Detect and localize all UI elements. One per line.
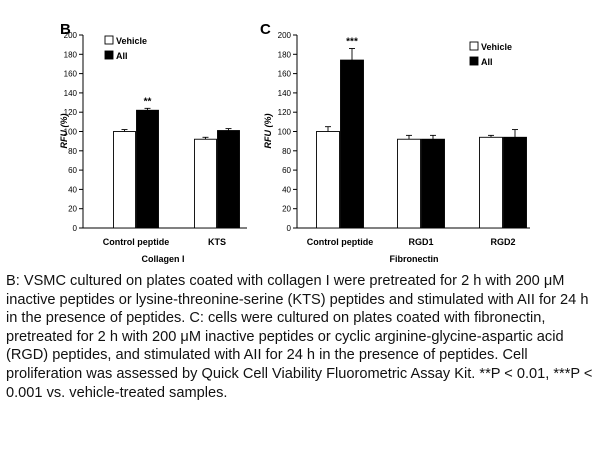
panel-b-category-label-0: Control peptide: [103, 237, 170, 247]
panel-c-category-label-0: Control peptide: [307, 237, 374, 247]
panel-b-y-tick-label: 140: [64, 89, 78, 98]
panel-b-y-tick-label: 0: [73, 224, 78, 233]
panel-c-significance-label: ***: [346, 37, 358, 48]
panel-b-y-tick-label: 180: [64, 50, 78, 59]
panel-c-y-tick-label: 0: [287, 224, 292, 233]
panel-b-legend-swatch-aii: [104, 50, 114, 60]
panel-c-bar-vehicle-1: [397, 138, 421, 229]
panel-b-y-tick-label: 40: [68, 185, 77, 194]
panel-b-y-tick-label: 120: [64, 108, 78, 117]
panel-c-y-tick-label: 160: [278, 70, 292, 79]
panel-c-legend-swatch-aii: [469, 56, 479, 66]
figure-caption: B: VSMC cultured on plates coated with c…: [6, 273, 593, 401]
panel-b-y-axis-label: RFU (%): [59, 114, 69, 149]
panel-c-bar-aii-2: [503, 136, 527, 229]
panel-c-label: C: [260, 21, 271, 38]
panel-b-y-tick-label: 80: [68, 147, 77, 156]
panel-b-label: B: [60, 21, 71, 38]
panel-c-y-tick-label: 140: [278, 89, 292, 98]
panel-c-y-tick-label: 20: [282, 205, 291, 214]
panel-b-bar-vehicle-1: [194, 138, 217, 229]
panel-b-y-tick-label: 20: [68, 205, 77, 214]
panel-b-legend-label-vehicle: Vehicle: [116, 36, 147, 46]
panel-b-bar-vehicle-0: [113, 131, 136, 229]
panel-c-y-tick-label: 100: [278, 128, 292, 137]
panel-c-bar-vehicle-0: [316, 131, 340, 229]
panel-b-significance-label: **: [144, 96, 152, 107]
panel-c-legend-swatch-vehicle: [469, 41, 479, 51]
panel-b-y-tick-label: 60: [68, 166, 77, 175]
panel-c-y-tick-label: 180: [278, 50, 292, 59]
panel-c-bar-vehicle-2: [479, 136, 503, 229]
panel-c-bar-aii-0: [340, 59, 364, 229]
panel-b-legend-label-aii: AII: [116, 51, 128, 61]
panel-b-bar-aii-1: [217, 130, 240, 229]
panel-b-bar-aii-0: [136, 109, 159, 229]
panel-c-legend-label-aii: AII: [481, 57, 493, 67]
panel-b-category-label-1: KTS: [208, 237, 226, 247]
panel-c-y-tick-label: 40: [282, 185, 291, 194]
panel-b-x-axis-title: Collagen I: [141, 254, 184, 264]
panel-c-y-tick-label: 120: [278, 108, 292, 117]
panel-c-x-axis-title: Fibronectin: [390, 254, 439, 264]
panel-c-category-label-1: RGD1: [408, 237, 433, 247]
panel-b-y-tick-label: 100: [64, 128, 78, 137]
panel-b-y-tick-label: 200: [64, 31, 78, 40]
panel-c-legend-label-vehicle: Vehicle: [481, 42, 512, 52]
panel-c-y-tick-label: 200: [278, 31, 292, 40]
panel-c-y-tick-label: 60: [282, 166, 291, 175]
panel-b-y-tick-label: 160: [64, 70, 78, 79]
panel-c-y-tick-label: 80: [282, 147, 291, 156]
panel-b-legend-swatch-vehicle: [104, 35, 114, 45]
panel-c-y-axis-label: RFU (%): [263, 114, 273, 149]
panel-c-bar-aii-1: [421, 138, 445, 229]
panel-c-category-label-2: RGD2: [490, 237, 515, 247]
